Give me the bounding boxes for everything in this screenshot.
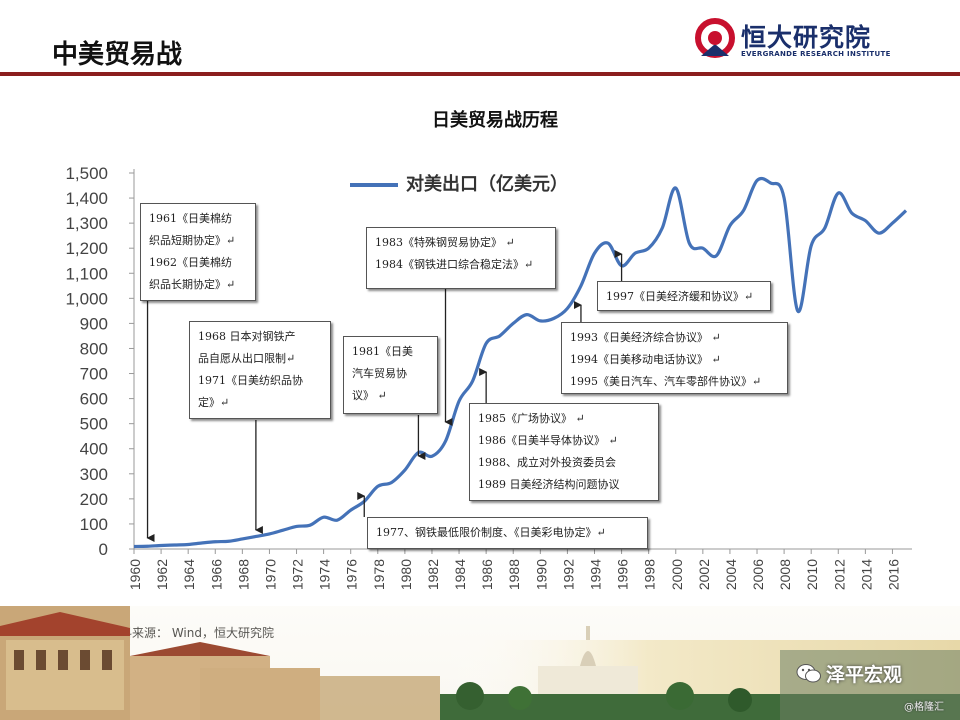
annotation-line: 1989 日美经济结构问题协议 [478,478,620,491]
brand-sub: @格隆汇 [904,702,944,713]
x-tick-label: 1960 [127,559,143,590]
annotation-1985: 1985《广场协议》 ↵ 1986《日美半导体协议》 ↵ 1988、成立对外投资… [469,403,659,501]
x-tick-label: 1992 [560,559,576,590]
x-tick-label: 2008 [777,559,793,590]
x-tick-label: 2004 [723,559,739,590]
y-tick-label: 600 [80,390,108,409]
annotation-line: 1977、钢铁最低限价制度、《日美彩电协定》↵ [376,526,606,539]
x-tick-label: 1976 [344,559,360,590]
annotation-line: 1985《广场协议》 ↵ [478,412,585,425]
page-title: 中美贸易战 [52,40,183,70]
chart-title: 日美贸易战历程 [432,110,558,131]
x-tick-label: 2014 [858,559,874,590]
annotation-1977: 1977、钢铁最低限价制度、《日美彩电协定》↵ [367,517,648,549]
legend-label: 对美出口（亿美元） [406,174,568,195]
y-tick-label: 800 [80,339,108,358]
annotation-line: 1997《日美经济缓和协议》↵ [606,290,754,303]
series-line-exports [133,176,908,549]
x-tick-label: 1982 [425,559,441,590]
annotation-1981: 1981《日美 汽车贸易协 议》 ↵ [343,336,438,414]
y-tick-label: 1,400 [65,189,108,208]
annotation-line: 织品长期协定》↵ [149,278,236,291]
evergrande-logo-icon [695,18,735,58]
annotation-line: 1962《日美棉纺 [149,256,232,269]
y-tick-label: 300 [80,465,108,484]
x-tick-label: 1970 [262,559,278,590]
y-tick-label: 500 [80,415,108,434]
y-tick-label: 1,500 [65,164,108,183]
chart-legend: 对美出口（亿美元） [350,170,568,196]
x-tick-label: 1972 [290,559,306,590]
x-tick-label: 1990 [533,559,549,590]
annotation-line: 1994《日美移动电话协议》 ↵ [570,353,721,366]
x-tick-label: 1984 [452,559,468,590]
annotation-line: 织品短期协定》↵ [149,234,236,247]
x-tick-label: 1988 [506,559,522,590]
x-tick-label: 1996 [615,559,631,590]
x-tick-label: 1966 [208,559,224,590]
footer-banner [0,606,960,720]
x-tick-label: 1980 [398,559,414,590]
y-tick-label: 900 [80,314,108,333]
x-tick-label: 2010 [804,559,820,590]
annotation-line: 1993《日美经济综合协议》 ↵ [570,331,721,344]
x-tick-label: 1968 [235,559,251,590]
logo-cn-text: 恒大研究院 [741,23,872,52]
x-tick-label: 1986 [479,559,495,590]
x-tick-label: 2016 [885,559,901,590]
x-tick-label: 2002 [696,559,712,590]
x-tick-label: 2012 [831,559,847,590]
y-tick-label: 400 [80,440,108,459]
y-tick-label: 1,300 [65,214,108,233]
annotation-line: 议》 ↵ [352,389,387,402]
y-tick-label: 100 [80,515,108,534]
y-tick-label: 0 [99,540,108,559]
annotation-1968: 1968 日本对钢铁产 品自愿从出口限制↵ 1971《日美纺织品协 定》↵ [189,321,331,419]
logo: 恒大研究院 EVERGRANDE RESEARCH INSTITUTE [693,18,893,64]
annotation-line: 1984《钢铁进口综合稳定法》↵ [375,258,534,271]
x-tick-label: 2000 [669,559,685,590]
logo-en-text: EVERGRANDE RESEARCH INSTITUTE [741,50,891,58]
annotation-line: 1988、成立对外投资委员会 [478,456,616,469]
x-tick-label: 1962 [154,559,170,590]
annotation-line: 1981《日美 [352,345,413,358]
annotation-line: 1983《特殊钢贸易协定》 ↵ [375,236,515,249]
annotation-line: 1986《日美半导体协议》 ↵ [478,434,618,447]
header-rule [0,72,960,76]
x-tick-label: 1978 [371,559,387,590]
annotation-line: 1968 日本对钢铁产 [198,330,296,343]
annotation-line: 1971《日美纺织品协 [198,374,303,387]
annotation-1997: 1997《日美经济缓和协议》↵ [597,281,771,311]
annotation-line: 定》↵ [198,396,230,409]
y-tick-label: 1,100 [65,264,108,283]
annotation-line: 汽车贸易协 [352,367,407,380]
legend-swatch [350,183,398,187]
y-tick-label: 200 [80,490,108,509]
x-tick-label: 2006 [750,559,766,590]
annotation-line: 1961《日美棉纺 [149,212,232,225]
x-tick-label: 1998 [642,559,658,590]
y-tick-label: 1,000 [65,289,108,308]
y-tick-label: 700 [80,365,108,384]
annotation-1961: 1961《日美棉纺 织品短期协定》↵ 1962《日美棉纺 织品长期协定》↵ [140,203,256,301]
y-tick-label: 1,200 [65,239,108,258]
annotation-1993: 1993《日美经济综合协议》 ↵ 1994《日美移动电话协议》 ↵ 1995《美… [561,322,788,394]
x-tick-label: 1974 [317,559,333,590]
x-tick-label: 1994 [587,559,603,590]
x-tick-label: 1964 [181,559,197,590]
brand-name: 泽平宏观 [826,664,903,686]
annotation-line: 1995《美日汽车、汽车零部件协议》↵ [570,375,762,388]
annotation-1983: 1983《特殊钢贸易协定》 ↵ 1984《钢铁进口综合稳定法》↵ [366,227,556,289]
annotation-line: 品自愿从出口限制↵ [198,352,296,365]
wechat-icon [796,664,821,683]
